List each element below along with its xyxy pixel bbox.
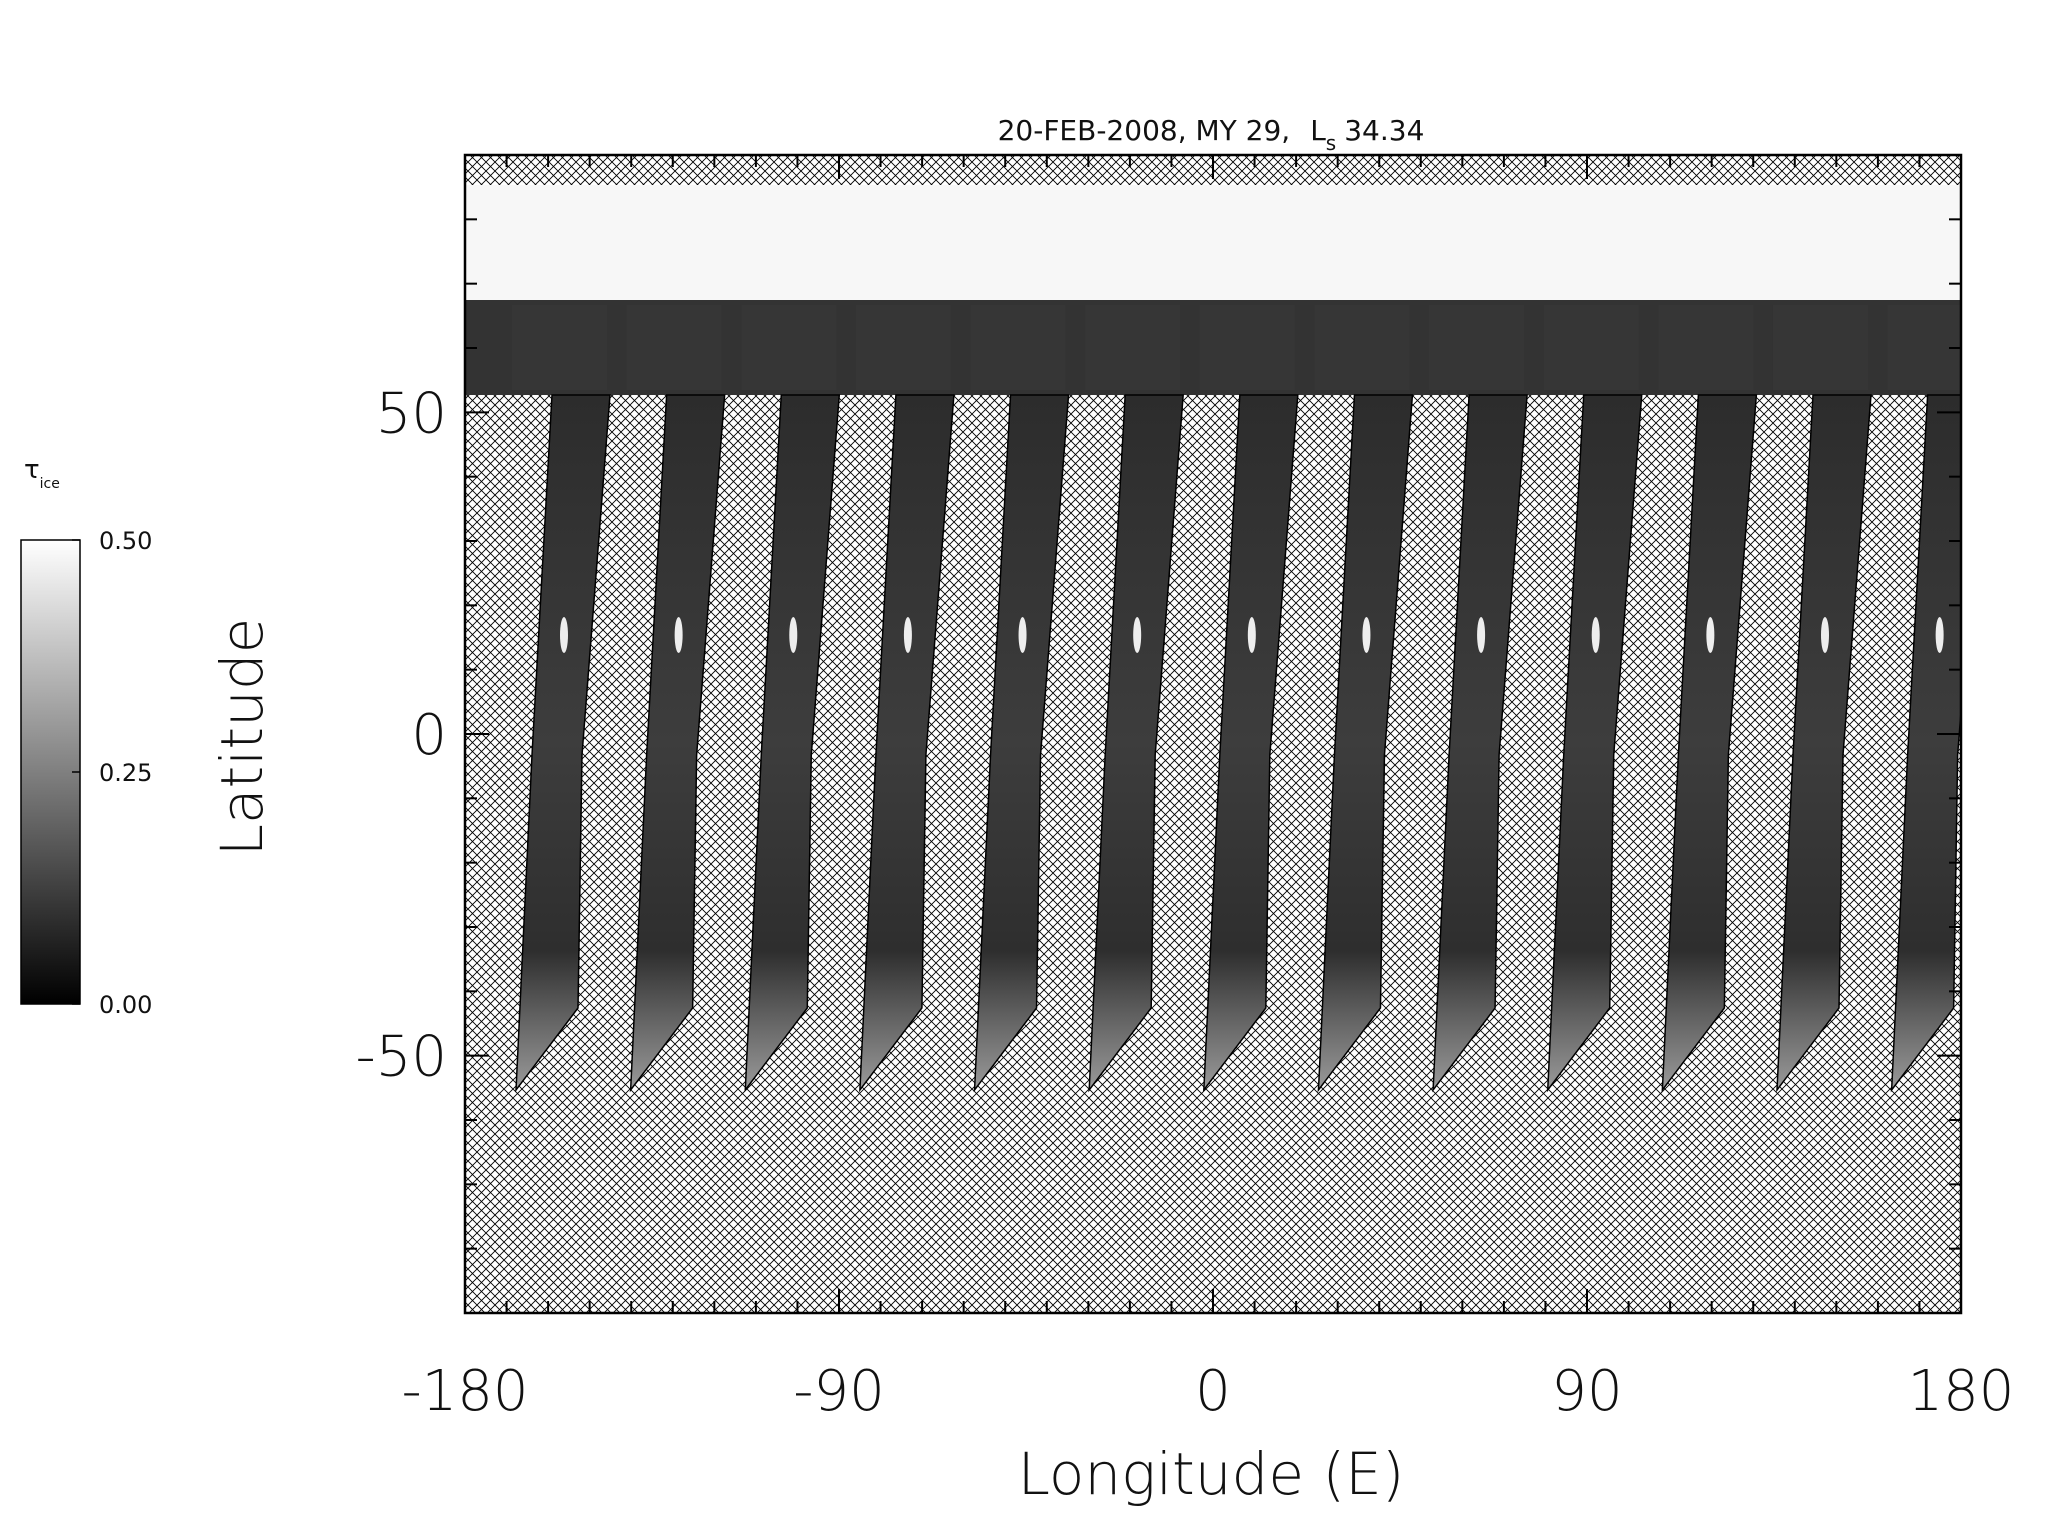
swath-top: [1429, 305, 1525, 390]
swath-top: [2002, 305, 2048, 390]
swath-top: [1543, 305, 1639, 390]
swath-top: [626, 305, 722, 390]
y-tick-label: 50: [376, 381, 447, 446]
swath: [1661, 394, 1758, 1093]
colorbar-symbol: τ: [24, 455, 40, 485]
swath: [1202, 394, 1299, 1093]
swath-top: [1887, 305, 1961, 390]
colorbar: [20, 539, 81, 1005]
chart-title: 20-FEB-2008, MY 29, Ls 34.34: [998, 114, 1425, 155]
swath: [1776, 394, 1872, 1093]
title-symbol: L: [1310, 114, 1326, 147]
swath-top: [1314, 305, 1410, 390]
swath-top: [1658, 305, 1754, 390]
polar-cloud: [465, 185, 1961, 305]
y-axis-label: Latitude: [208, 618, 276, 857]
cloud-patch: [1820, 617, 1829, 653]
colorbar-tick-label: 0.25: [99, 759, 152, 787]
swath-top: [1199, 305, 1295, 390]
x-tick-label: 90: [1551, 1359, 1622, 1424]
x-tick-label: -90: [793, 1359, 884, 1424]
cloud-patch: [903, 617, 912, 653]
swath: [1317, 394, 1414, 1093]
swath: [1546, 394, 1643, 1093]
swath: [744, 394, 841, 1093]
swath: [629, 394, 726, 1093]
swath: [859, 394, 955, 1093]
swath: [515, 394, 611, 1093]
cloud-patch: [674, 617, 683, 653]
cloud-patch: [789, 617, 798, 653]
title-text: 20-FEB-2008, MY 29,: [998, 114, 1291, 147]
cloud-patch: [1935, 617, 1944, 653]
cloud-patch: [1706, 617, 1715, 653]
title-subscript: s: [1326, 131, 1336, 155]
x-tick-label: 0: [1195, 1359, 1231, 1424]
swath: [1432, 394, 1528, 1093]
cloud-patch: [1477, 617, 1486, 653]
x-tick-label: 180: [1908, 1359, 2015, 1424]
y-tick-label: -50: [356, 1025, 447, 1090]
swath: [1088, 394, 1184, 1093]
swath: [2006, 395, 2048, 1090]
cloud-patch: [560, 617, 568, 653]
swath-top: [970, 305, 1066, 390]
y-tick-label: 0: [411, 703, 447, 768]
cloud-patch: [1018, 617, 1027, 653]
cloud-patch: [1247, 617, 1256, 653]
cloud-patch: [1133, 617, 1142, 653]
swath-top: [741, 305, 837, 390]
swath: [1890, 394, 1961, 1093]
swath: [973, 394, 1070, 1093]
cloud-patch: [1591, 617, 1600, 653]
swath-top: [1772, 305, 1868, 390]
title-value: 34.34: [1344, 114, 1424, 147]
x-tick-label: -180: [401, 1359, 528, 1424]
colorbar-tick-label: 0.00: [99, 991, 152, 1019]
colorbar-label: τice: [24, 455, 60, 492]
colorbar-tick-label: 0.50: [99, 527, 152, 555]
x-axis-label: Longitude (E): [1018, 1440, 1405, 1508]
map-image: [465, 155, 2048, 1313]
cloud-patch: [1362, 617, 1371, 653]
swath-top: [512, 305, 607, 390]
swath-top: [855, 305, 951, 390]
colorbar-subscript: ice: [40, 476, 60, 492]
swath-top: [1085, 305, 1181, 390]
